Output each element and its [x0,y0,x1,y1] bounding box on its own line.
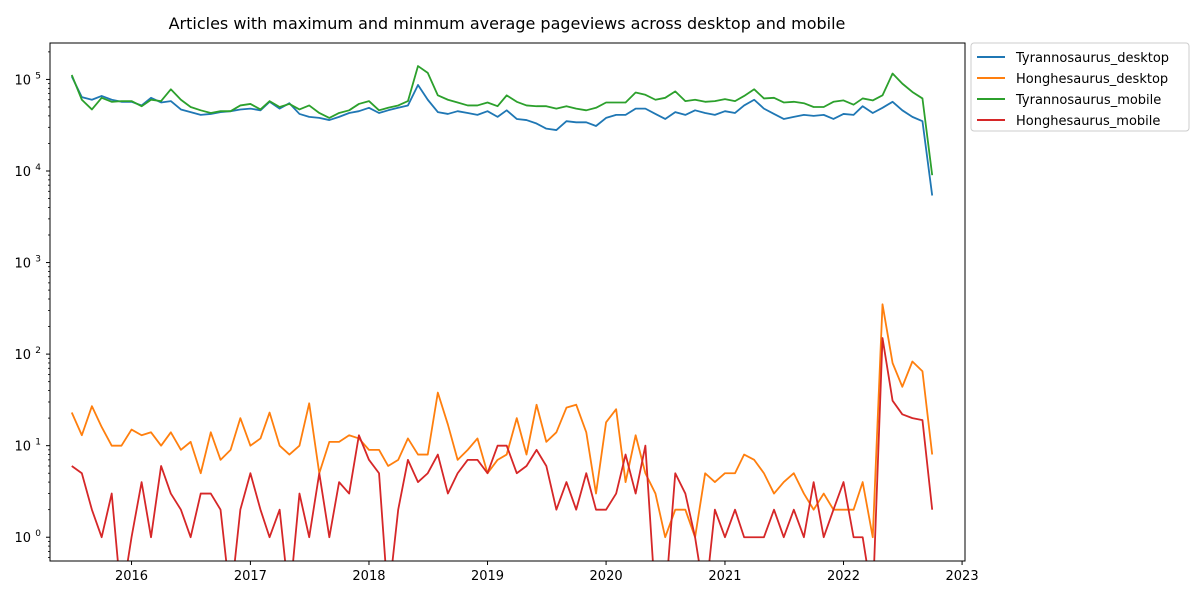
y-tick-exponent: 2 [35,346,41,356]
legend-label-1: Honghesaurus_desktop [1016,72,1168,87]
legend-label-3: Honghesaurus_mobile [1016,114,1160,129]
chart-title: Articles with maximum and minmum average… [169,14,846,33]
y-tick-exponent: 4 [35,163,41,173]
y-tick-label: 10 [14,348,31,363]
y-tick-label: 10 [14,257,31,272]
series-line-0 [70,75,934,196]
legend: Tyrannosaurus_desktop Honghesaurus_deskto… [970,42,1190,132]
x-tick-label: 2022 [827,569,860,584]
y-tick-exponent: 3 [35,255,41,265]
legend-label-0: Tyrannosaurus_desktop [1015,51,1169,66]
x-axis: 2016 2017 2018 2019 2020 2021 2022 2023 [115,561,979,584]
series-line-2 [70,65,934,176]
x-tick-label: 2018 [352,569,385,584]
y-tick-label: 10 [14,73,31,88]
x-tick-label: 2020 [590,569,623,584]
y-tick-exponent: 1 [35,438,41,448]
y-tick-exponent: 0 [35,529,41,539]
series-line-3 [71,337,934,561]
x-tick-label: 2023 [946,569,979,584]
y-axis: 10 0 10 1 10 2 10 3 10 4 10 5 [14,51,50,558]
y-tick-exponent: 5 [35,71,41,81]
legend-box [970,42,1190,132]
x-tick-label: 2016 [115,569,148,584]
plot-frame [49,42,966,562]
series-line-1 [70,303,934,539]
y-tick-label: 10 [14,531,31,546]
series-lines [70,65,934,561]
x-tick-label: 2019 [471,569,504,584]
y-tick-label: 10 [14,440,31,455]
legend-label-2: Tyrannosaurus_mobile [1015,93,1161,108]
x-tick-label: 2021 [708,569,741,584]
y-tick-label: 10 [14,165,31,180]
x-tick-label: 2017 [234,569,267,584]
